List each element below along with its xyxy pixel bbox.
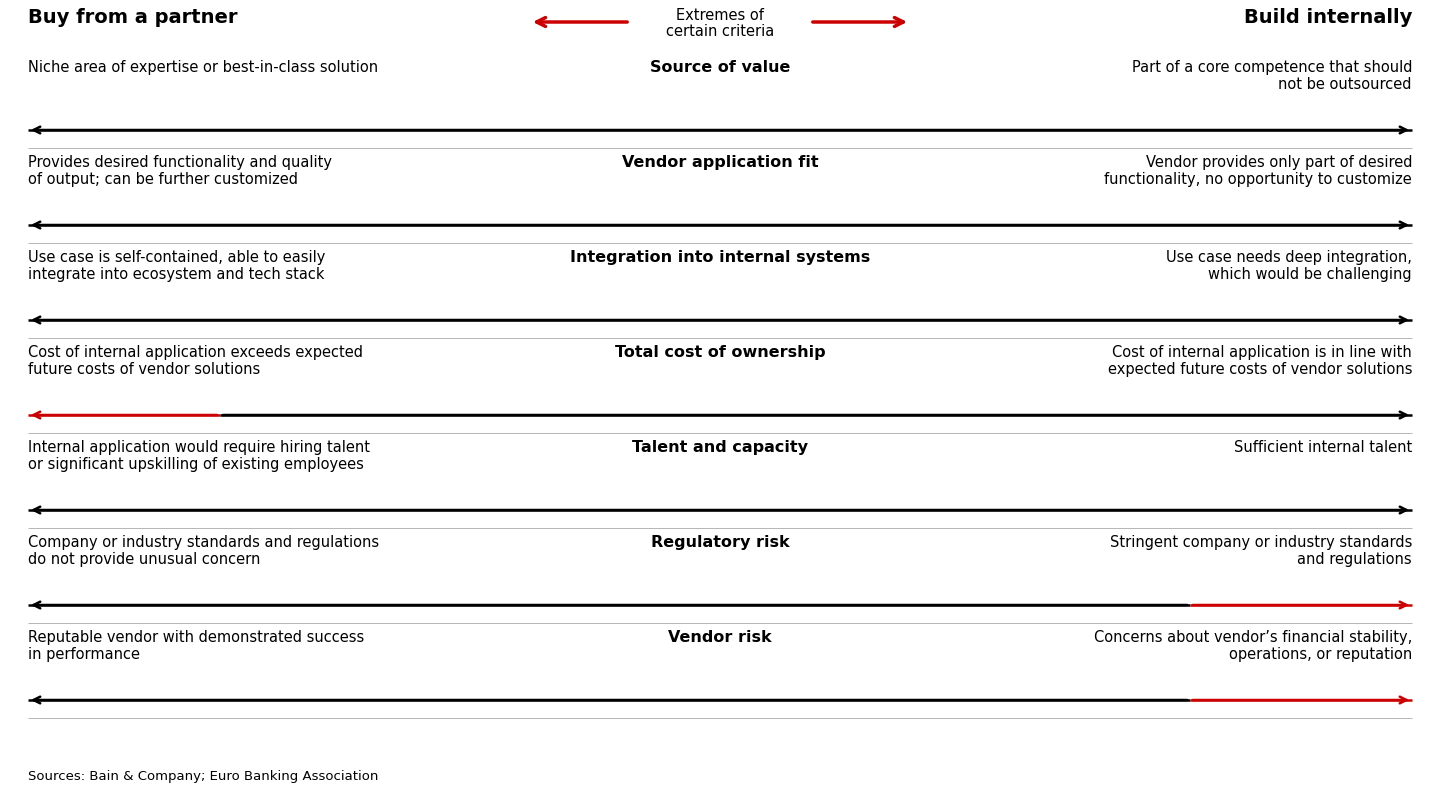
Text: Use case is self-contained, able to easily
integrate into ecosystem and tech sta: Use case is self-contained, able to easi… (27, 250, 325, 283)
Text: Use case needs deep integration,
which would be challenging: Use case needs deep integration, which w… (1166, 250, 1413, 283)
Text: Sufficient internal talent: Sufficient internal talent (1234, 440, 1413, 455)
Text: Vendor application fit: Vendor application fit (622, 155, 818, 170)
Text: Internal application would require hiring talent
or significant upskilling of ex: Internal application would require hirin… (27, 440, 370, 472)
Text: Stringent company or industry standards
and regulations: Stringent company or industry standards … (1110, 535, 1413, 567)
Text: Sources: Bain & Company; Euro Banking Association: Sources: Bain & Company; Euro Banking As… (27, 770, 379, 783)
Text: Buy from a partner: Buy from a partner (27, 8, 238, 27)
Text: Company or industry standards and regulations
do not provide unusual concern: Company or industry standards and regula… (27, 535, 379, 567)
Text: Vendor risk: Vendor risk (668, 630, 772, 645)
Text: Niche area of expertise or best-in-class solution: Niche area of expertise or best-in-class… (27, 60, 379, 75)
Text: Part of a core competence that should
not be outsourced: Part of a core competence that should no… (1132, 60, 1413, 92)
Text: Total cost of ownership: Total cost of ownership (615, 345, 825, 360)
Text: Concerns about vendor’s financial stability,
operations, or reputation: Concerns about vendor’s financial stabil… (1094, 630, 1413, 663)
Text: Cost of internal application is in line with
expected future costs of vendor sol: Cost of internal application is in line … (1107, 345, 1413, 377)
Text: Talent and capacity: Talent and capacity (632, 440, 808, 455)
Text: Provides desired functionality and quality
of output; can be further customized: Provides desired functionality and quali… (27, 155, 333, 187)
Text: Source of value: Source of value (649, 60, 791, 75)
Text: Regulatory risk: Regulatory risk (651, 535, 789, 550)
Text: Integration into internal systems: Integration into internal systems (570, 250, 870, 265)
Text: Cost of internal application exceeds expected
future costs of vendor solutions: Cost of internal application exceeds exp… (27, 345, 363, 377)
Text: certain criteria: certain criteria (665, 24, 775, 39)
Text: Extremes of: Extremes of (675, 8, 765, 23)
Text: Build internally: Build internally (1244, 8, 1413, 27)
Text: Vendor provides only part of desired
functionality, no opportunity to customize: Vendor provides only part of desired fun… (1104, 155, 1413, 187)
Text: Reputable vendor with demonstrated success
in performance: Reputable vendor with demonstrated succe… (27, 630, 364, 663)
